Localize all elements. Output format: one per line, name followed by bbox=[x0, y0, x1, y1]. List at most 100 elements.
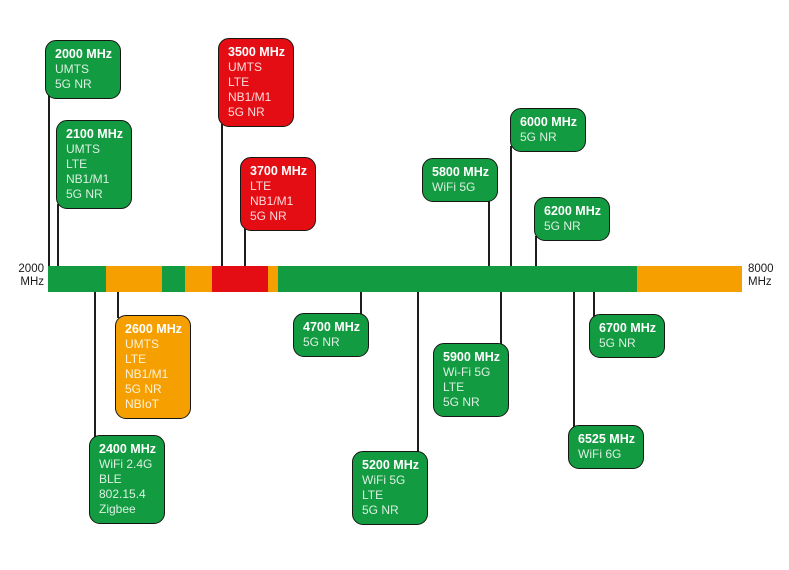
callout-connector-line bbox=[510, 146, 512, 266]
callout-connector-line bbox=[360, 292, 362, 316]
callout-2400-mhz: 2400 MHz WiFi 2.4G BLE 802.15.4 Zigbee bbox=[89, 435, 165, 524]
callout-technology: LTE bbox=[228, 75, 250, 89]
callout-connector-line bbox=[57, 204, 59, 266]
band-segment-red bbox=[212, 266, 268, 292]
callout-6000-mhz: 6000 MHz 5G NR bbox=[510, 108, 586, 152]
callout-technology: NBIoT bbox=[125, 397, 160, 411]
callout-3700-mhz: 3700 MHz LTE NB1/M1 5G NR bbox=[240, 157, 316, 231]
callout-technology: UMTS bbox=[55, 62, 89, 76]
callout-connector-line bbox=[500, 292, 502, 346]
callout-frequency-title: 3700 MHz bbox=[250, 164, 307, 178]
callout-4700-mhz: 4700 MHz 5G NR bbox=[293, 313, 369, 357]
callout-6200-mhz: 6200 MHz 5G NR bbox=[534, 197, 610, 241]
callout-technology: 5G NR bbox=[55, 77, 92, 91]
callout-frequency-title: 3500 MHz bbox=[228, 45, 285, 59]
callout-connector-line bbox=[244, 223, 246, 266]
callout-technology: 5G NR bbox=[303, 335, 340, 349]
axis-right-unit: MHz bbox=[748, 276, 772, 288]
band-segment-orange bbox=[185, 266, 212, 292]
callout-technology: NB1/M1 bbox=[125, 367, 169, 381]
callout-3500-mhz: 3500 MHz UMTS LTE NB1/M1 5G NR bbox=[218, 38, 294, 127]
callout-technology: LTE bbox=[443, 380, 465, 394]
callout-technology: WiFi 5G bbox=[362, 473, 406, 487]
callout-technology-list: UMTS LTE NB1/M1 5G NR bbox=[228, 60, 285, 120]
callout-technology-list: WiFi 6G bbox=[578, 447, 635, 462]
callout-5900-mhz: 5900 MHz Wi-Fi 5G LTE 5G NR bbox=[433, 343, 509, 417]
callout-technology: 5G NR bbox=[544, 219, 581, 233]
callout-technology: WiFi 5G bbox=[432, 180, 476, 194]
band-segment-orange bbox=[106, 266, 162, 292]
callout-technology-list: LTE NB1/M1 5G NR bbox=[250, 179, 307, 224]
callout-technology-list: WiFi 5G bbox=[432, 180, 489, 195]
callout-technology: LTE bbox=[362, 488, 384, 502]
callout-technology: 5G NR bbox=[125, 382, 162, 396]
callout-technology: LTE bbox=[125, 352, 147, 366]
callout-technology: 5G NR bbox=[599, 336, 636, 350]
callout-technology-list: UMTS LTE NB1/M1 5G NR bbox=[66, 142, 123, 202]
callout-connector-line bbox=[117, 292, 119, 318]
callout-5200-mhz: 5200 MHz WiFi 5G LTE 5G NR bbox=[352, 451, 428, 525]
callout-connector-line bbox=[48, 92, 50, 266]
callout-technology: LTE bbox=[250, 179, 272, 193]
callout-frequency-title: 6200 MHz bbox=[544, 204, 601, 218]
callout-connector-line bbox=[417, 292, 419, 454]
callout-technology-list: 5G NR bbox=[303, 335, 360, 350]
axis-label-8000mhz: 8000 MHz bbox=[748, 263, 782, 289]
callout-technology-list: UMTS LTE NB1/M1 5G NR NBIoT bbox=[125, 337, 182, 412]
callout-technology-list: UMTS 5G NR bbox=[55, 62, 112, 92]
callout-technology: WiFi 6G bbox=[578, 447, 622, 461]
callout-frequency-title: 2600 MHz bbox=[125, 322, 182, 336]
callout-technology-list: Wi-Fi 5G LTE 5G NR bbox=[443, 365, 500, 410]
callout-technology-list: WiFi 5G LTE 5G NR bbox=[362, 473, 419, 518]
callout-connector-line bbox=[221, 124, 223, 266]
callout-frequency-title: 5200 MHz bbox=[362, 458, 419, 472]
callout-technology: 802.15.4 bbox=[99, 487, 146, 501]
callout-technology: 5G NR bbox=[250, 209, 287, 223]
callout-technology: 5G NR bbox=[362, 503, 399, 517]
callout-connector-line bbox=[573, 292, 575, 428]
axis-right-value: 8000 bbox=[748, 263, 774, 275]
band-segment-green bbox=[162, 266, 185, 292]
callout-technology: NB1/M1 bbox=[66, 172, 110, 186]
callout-frequency-title: 2000 MHz bbox=[55, 47, 112, 61]
callout-2100-mhz: 2100 MHz UMTS LTE NB1/M1 5G NR bbox=[56, 120, 132, 209]
callout-connector-line bbox=[593, 292, 595, 317]
callout-technology: 5G NR bbox=[66, 187, 103, 201]
callout-technology: 5G NR bbox=[443, 395, 480, 409]
band-segment-orange bbox=[637, 266, 742, 292]
callout-technology: WiFi 2.4G bbox=[99, 457, 153, 471]
axis-left-unit: MHz bbox=[20, 276, 44, 288]
callout-frequency-title: 4700 MHz bbox=[303, 320, 360, 334]
callout-technology: Wi-Fi 5G bbox=[443, 365, 491, 379]
callout-6525-mhz: 6525 MHz WiFi 6G bbox=[568, 425, 644, 469]
callout-frequency-title: 5900 MHz bbox=[443, 350, 500, 364]
callout-connector-line bbox=[94, 292, 96, 438]
callout-technology: BLE bbox=[99, 472, 122, 486]
callout-frequency-title: 5800 MHz bbox=[432, 165, 489, 179]
callout-technology: UMTS bbox=[228, 60, 262, 74]
callout-technology: 5G NR bbox=[228, 105, 265, 119]
band-segment-green bbox=[48, 266, 106, 292]
callout-technology-list: WiFi 2.4G BLE 802.15.4 Zigbee bbox=[99, 457, 156, 517]
callout-frequency-title: 2400 MHz bbox=[99, 442, 156, 456]
callout-technology: LTE bbox=[66, 157, 88, 171]
callout-technology-list: 5G NR bbox=[544, 219, 601, 234]
callout-frequency-title: 6000 MHz bbox=[520, 115, 577, 129]
callout-technology: NB1/M1 bbox=[250, 194, 294, 208]
callout-2600-mhz: 2600 MHz UMTS LTE NB1/M1 5G NR NBIoT bbox=[115, 315, 191, 419]
callout-technology: UMTS bbox=[125, 337, 159, 351]
callout-technology: UMTS bbox=[66, 142, 100, 156]
band-segment-green bbox=[278, 266, 637, 292]
callout-frequency-title: 2100 MHz bbox=[66, 127, 123, 141]
callout-5800-mhz: 5800 MHz WiFi 5G bbox=[422, 158, 498, 202]
callout-frequency-title: 6525 MHz bbox=[578, 432, 635, 446]
callout-connector-line bbox=[535, 236, 537, 266]
frequency-bar bbox=[48, 266, 742, 292]
callout-frequency-title: 6700 MHz bbox=[599, 321, 656, 335]
axis-label-2000mhz: 2000 MHz bbox=[14, 263, 44, 289]
callout-2000-mhz: 2000 MHz UMTS 5G NR bbox=[45, 40, 121, 99]
band-segment-orange bbox=[268, 266, 278, 292]
callout-connector-line bbox=[488, 198, 490, 266]
callout-technology-list: 5G NR bbox=[599, 336, 656, 351]
